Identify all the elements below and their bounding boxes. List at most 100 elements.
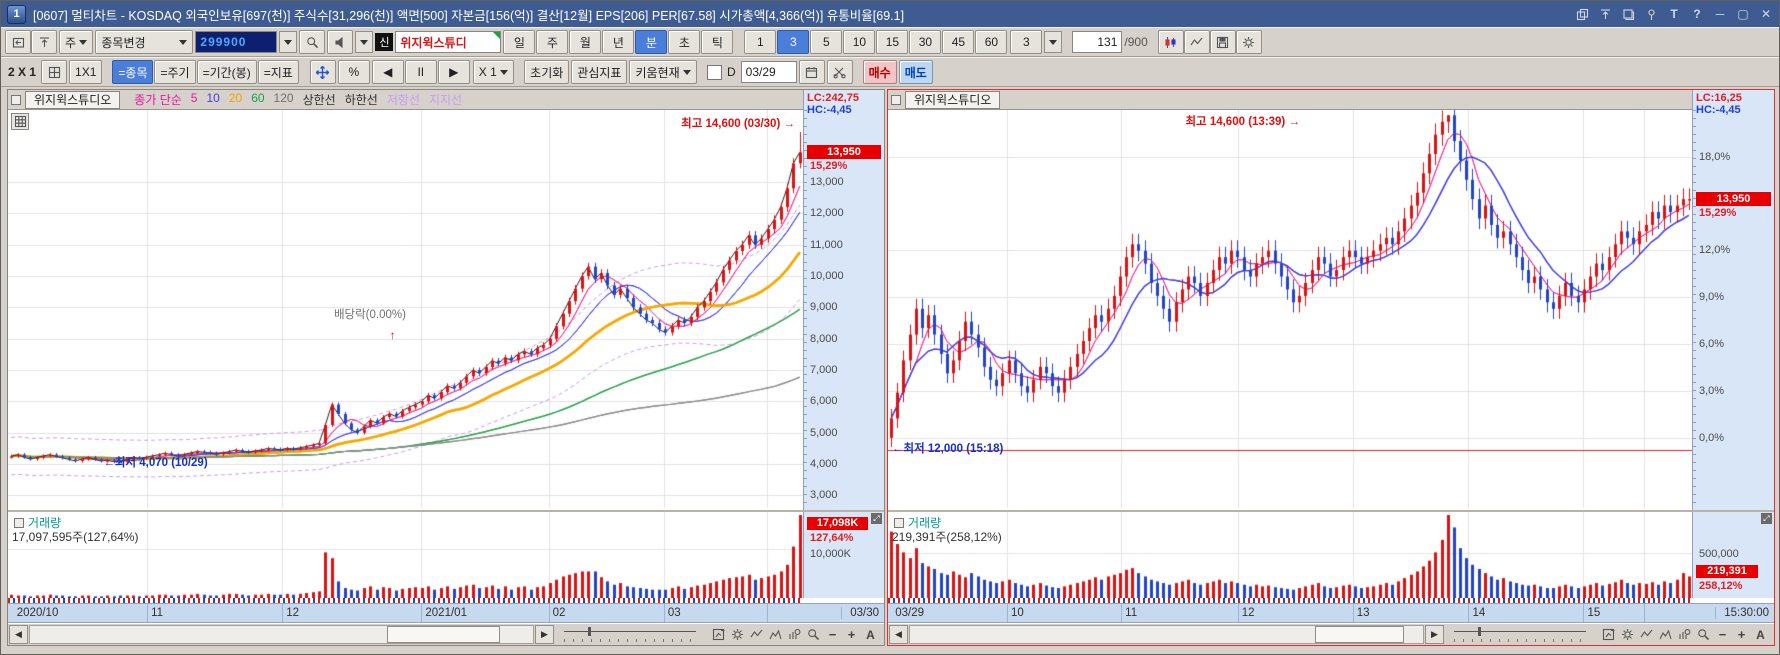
tick-chart-button[interactable] — [1157, 30, 1184, 54]
period-button-년[interactable]: 년 — [602, 30, 635, 54]
minute-button-15[interactable]: 15 — [876, 30, 909, 54]
minute-chart-canvas[interactable] — [888, 110, 1692, 508]
chart-square-icon[interactable] — [891, 94, 901, 105]
volume-square-icon[interactable] — [894, 517, 904, 528]
sound-dropdown[interactable] — [355, 31, 374, 53]
chart-search-icon[interactable] — [1677, 628, 1692, 642]
zoom-slider[interactable] — [560, 626, 700, 643]
pin-chart-button[interactable] — [31, 30, 57, 54]
calendar-button[interactable] — [798, 60, 825, 84]
prev-window-button[interactable] — [5, 30, 31, 54]
period-button-월[interactable]: 월 — [569, 30, 602, 54]
minute-volume-canvas[interactable] — [888, 512, 1692, 598]
chart-grid-icon[interactable] — [1601, 628, 1616, 642]
stock-change-select[interactable]: 종목변경 — [95, 30, 194, 54]
minute-button-60[interactable]: 60 — [975, 30, 1008, 54]
cycle-select[interactable]: 주 — [59, 30, 94, 54]
minute-button-45[interactable]: 45 — [942, 30, 975, 54]
percent-button[interactable]: % — [337, 60, 370, 84]
trendline-icon[interactable] — [1658, 628, 1673, 642]
chart-grid-icon[interactable] — [711, 628, 726, 642]
line-chart-button[interactable] — [1183, 30, 1210, 54]
expand-icon[interactable]: ⤢ — [1761, 513, 1772, 524]
minute-button-30[interactable]: 30 — [909, 30, 942, 54]
chart-search-icon[interactable] — [787, 628, 802, 642]
right-volume-axis[interactable]: ⤢ 500,000 219,391 258,12% — [1692, 512, 1774, 598]
settings-button[interactable] — [1235, 30, 1262, 54]
minute-select-dropdown[interactable] — [1044, 31, 1063, 53]
snip-button[interactable] — [826, 60, 853, 84]
zoom-icon[interactable] — [806, 628, 821, 642]
date-checkbox[interactable] — [706, 64, 722, 80]
auto-scale-icon[interactable]: A — [866, 627, 875, 642]
title-bar[interactable]: 1 [0607] 멀티차트 - KOSDAQ 외국인보유[697(천)] 주식수… — [1, 1, 1779, 27]
right-time-axis[interactable]: 15:30:00 03/29 10 11 12 13 14 15 — [888, 603, 1774, 623]
scroll-right-button[interactable]: ▶ — [1425, 625, 1444, 644]
minute-button-5[interactable]: 5 — [810, 30, 843, 54]
zoom-out-icon[interactable]: − — [828, 627, 837, 642]
buy-button[interactable]: 매수 — [862, 60, 897, 84]
left-price-axis[interactable]: LC:242,75 HC:-4,45 13,950 15,29% 13,000 1… — [803, 90, 884, 510]
scrollbar-track[interactable] — [29, 625, 534, 644]
text-tool-icon[interactable]: T — [1670, 7, 1678, 21]
playback-button-◀[interactable]: ◀ — [371, 60, 404, 84]
zoom-slider-handle[interactable] — [588, 627, 591, 636]
bar-index-input[interactable]: 131 — [1072, 31, 1123, 53]
code-dropdown[interactable] — [279, 31, 298, 53]
stock-name-field[interactable]: 위지윅스튜디 — [395, 31, 502, 53]
settings-gear-icon[interactable] — [730, 628, 745, 642]
settings-gear-icon[interactable] — [1620, 628, 1635, 642]
minute-button-10[interactable]: 10 — [843, 30, 876, 54]
zoom-in-icon[interactable]: + — [1737, 627, 1746, 642]
zoom-icon[interactable] — [1696, 628, 1711, 642]
period-button-주[interactable]: 주 — [536, 30, 569, 54]
daily-volume-canvas[interactable] — [8, 512, 803, 598]
reset-button[interactable]: 초기화 — [524, 60, 570, 84]
move-button[interactable] — [309, 60, 336, 84]
left-chart-tab[interactable]: 위지윅스튜디오 — [25, 90, 121, 109]
period-button-분[interactable]: 분 — [635, 30, 668, 54]
volume-square-icon[interactable] — [14, 517, 24, 528]
search-button[interactable] — [299, 30, 326, 54]
link-button-=기간(봉)[interactable]: =기간(봉) — [196, 60, 257, 84]
zoom-scale-select[interactable]: X 1 — [472, 60, 515, 84]
indicator-edit-icon[interactable] — [1639, 628, 1654, 642]
chart-square-icon[interactable] — [11, 94, 21, 105]
scrollbar-thumb[interactable] — [1315, 626, 1405, 643]
interest-indicator-button[interactable]: 관심지표 — [571, 60, 628, 84]
link-button-=종목[interactable]: =종목 — [112, 60, 154, 84]
scroll-left-button[interactable]: ◀ — [9, 625, 28, 644]
zoom-in-icon[interactable]: + — [847, 627, 856, 642]
kiwoom-current-button[interactable]: 키움현재 — [629, 60, 697, 84]
auto-scale-icon[interactable]: A — [1756, 627, 1765, 642]
playback-button-II[interactable]: II — [404, 60, 437, 84]
period-button-일[interactable]: 일 — [503, 30, 536, 54]
right-chart-tab[interactable]: 위지윅스튜디오 — [905, 90, 1001, 109]
popup-icon[interactable] — [1575, 7, 1589, 21]
link-button-=지표[interactable]: =지표 — [257, 60, 299, 84]
scroll-left-button[interactable]: ◀ — [889, 625, 908, 644]
maximize-icon[interactable]: ▢ — [1737, 7, 1749, 21]
left-volume-axis[interactable]: ⤢ 17,098K 127,64% 10,000K — [803, 512, 884, 598]
zoom-out-icon[interactable]: − — [1718, 627, 1727, 642]
save-button[interactable] — [1209, 30, 1236, 54]
grid-pick-button[interactable] — [41, 60, 68, 84]
indicator-edit-icon[interactable] — [749, 628, 764, 642]
minute-button-3[interactable]: 3 — [777, 30, 810, 54]
date-input[interactable]: 03/29 — [740, 61, 797, 83]
duplicate-icon[interactable] — [1621, 7, 1635, 21]
minimize-icon[interactable]: ─ — [1715, 7, 1725, 21]
zoom-slider[interactable] — [1450, 626, 1590, 643]
period-button-틱[interactable]: 틱 — [701, 30, 734, 54]
period-button-초[interactable]: 초 — [668, 30, 701, 54]
minute-select[interactable]: 3 — [1010, 30, 1043, 54]
close-icon[interactable]: ✕ — [1760, 7, 1772, 21]
scrollbar-track[interactable] — [909, 625, 1424, 644]
daily-chart-canvas[interactable] — [8, 110, 803, 508]
table-view-icon[interactable] — [11, 113, 29, 130]
pin-icon[interactable] — [1644, 7, 1658, 21]
pin-top-icon[interactable] — [1598, 7, 1612, 21]
scrollbar-thumb[interactable] — [387, 626, 500, 643]
scroll-right-button[interactable]: ▶ — [535, 625, 554, 644]
help-icon[interactable]: ? — [1693, 7, 1701, 21]
